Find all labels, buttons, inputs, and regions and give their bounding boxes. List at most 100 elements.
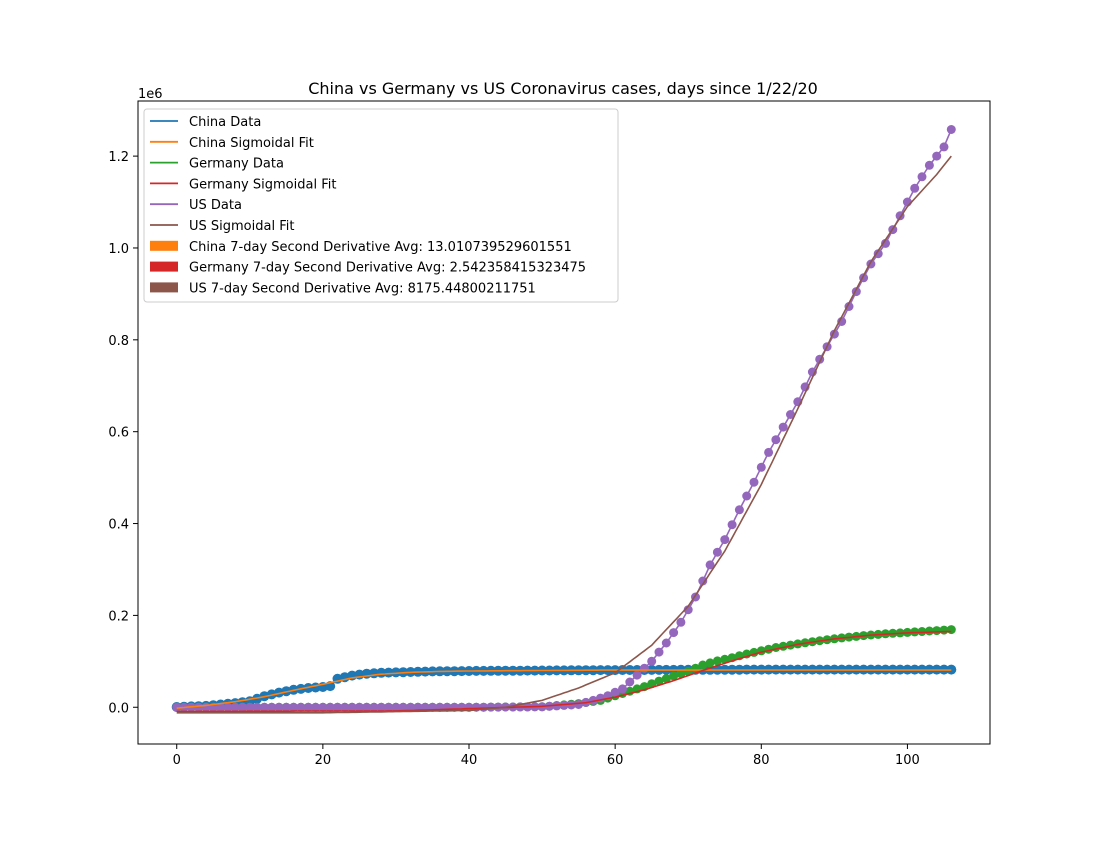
legend-label-us-sigmoidal-fit: US Sigmoidal Fit xyxy=(189,219,294,234)
us-data-point xyxy=(303,702,313,712)
legend-label-china-7-day-second-derivative-avg: China 7-day Second Derivative Avg: 13.01… xyxy=(189,240,572,255)
us-data-point xyxy=(910,183,920,193)
legend-label-germany-sigmoidal-fit: Germany Sigmoidal Fit xyxy=(189,177,336,192)
us-data-point xyxy=(902,197,912,207)
us-data-point xyxy=(647,656,657,666)
y-tick-label: 1.0 xyxy=(108,242,129,257)
legend-label-us-data: US Data xyxy=(189,198,242,213)
germany-data-point xyxy=(712,656,722,666)
chart-title: China vs Germany vs US Coronavirus cases… xyxy=(308,79,818,98)
x-tick-label: 40 xyxy=(461,753,478,768)
axes: 0 20 40 60 80 100 0.0 0.2 0.4 0.6 0.8 1.0 1.2 xyxy=(108,100,991,768)
germany-data-point xyxy=(654,676,664,686)
germany-data-point xyxy=(946,625,956,635)
us-data-point xyxy=(727,520,737,530)
us-data-point xyxy=(347,702,357,712)
us-data-point xyxy=(259,702,269,712)
us-data-point xyxy=(632,670,642,680)
germany-data-point xyxy=(698,660,708,670)
us-data-point xyxy=(230,702,240,712)
us-data-point xyxy=(216,702,226,712)
germany-sigmoidal-fit-line xyxy=(176,630,952,713)
us-data-point xyxy=(712,547,722,557)
legend-swatch-germany-7-day-second-derivative-avg xyxy=(150,261,178,272)
x-tick-label: 0 xyxy=(173,753,181,768)
y-tick-label: 0.4 xyxy=(108,518,129,533)
us-data-point xyxy=(917,172,927,182)
legend-label-germany-7-day-second-derivative-avg: Germany 7-day Second Derivative Avg: 2.5… xyxy=(189,261,586,276)
us-data-point xyxy=(625,677,635,687)
us-data-markers xyxy=(172,125,956,712)
plot-area xyxy=(171,125,957,714)
x-tick-label: 20 xyxy=(315,753,332,768)
us-data-point xyxy=(574,700,584,709)
us-data-point xyxy=(771,435,781,445)
y-tick-label: 1.2 xyxy=(108,150,129,165)
china-data-point xyxy=(390,667,401,678)
us-data-point xyxy=(705,560,715,570)
us-data-point xyxy=(734,505,744,515)
legend-label-china-sigmoidal-fit: China Sigmoidal Fit xyxy=(189,136,314,151)
us-data-point xyxy=(354,702,364,712)
us-data-point xyxy=(618,684,627,694)
germany-data-point xyxy=(705,658,715,668)
us-data-point xyxy=(238,702,247,712)
us-data-point xyxy=(742,491,752,501)
us-data-point xyxy=(676,617,686,627)
us-data-point xyxy=(267,702,277,712)
us-data-point xyxy=(669,628,679,638)
germany-data-point xyxy=(676,669,686,679)
us-data-point xyxy=(837,317,847,326)
us-data-point xyxy=(289,702,299,712)
us-data-point xyxy=(932,151,942,161)
china-data-point xyxy=(376,667,387,678)
us-data-point xyxy=(749,477,759,487)
y-tick-label: 0.8 xyxy=(108,334,129,349)
us-data-point xyxy=(778,422,788,432)
us-data-point xyxy=(924,160,934,170)
us-data-point xyxy=(654,647,664,657)
us-data-point xyxy=(939,142,949,152)
us-data-point xyxy=(873,249,883,259)
germany-data-point xyxy=(932,626,942,636)
us-data-point xyxy=(639,663,649,673)
us-data-point xyxy=(172,702,182,712)
us-data-point xyxy=(764,447,774,457)
us-data-point xyxy=(756,462,766,472)
us-data-point xyxy=(566,700,576,710)
germany-data-point xyxy=(683,666,693,676)
legend: China Data China Sigmoidal Fit Germany Dat… xyxy=(143,108,619,303)
us-data-point xyxy=(720,535,730,545)
x-tick-label: 80 xyxy=(753,753,770,768)
legend-swatch-us-7-day-second-derivative-avg xyxy=(150,282,178,293)
x-tick-label: 100 xyxy=(895,753,920,768)
us-data-point xyxy=(340,702,350,712)
us-data-point xyxy=(362,702,372,712)
us-data-point xyxy=(391,702,401,712)
germany-data-point xyxy=(917,627,927,636)
us-data-point xyxy=(252,702,262,712)
us-data-point xyxy=(281,702,291,712)
us-data-point xyxy=(296,702,306,712)
germany-data-point xyxy=(924,626,934,636)
us-data-point xyxy=(311,702,321,712)
us-data-point xyxy=(325,702,335,712)
us-data-point xyxy=(318,702,328,712)
legend-label-china-data: China Data xyxy=(189,115,261,130)
us-data-point xyxy=(376,702,386,712)
us-data-point xyxy=(610,687,620,697)
us-sigmoidal-fit-line xyxy=(176,155,952,714)
us-data-point xyxy=(946,125,956,134)
us-data-point xyxy=(223,702,233,712)
us-data-point xyxy=(881,238,890,248)
us-data-point xyxy=(274,702,284,712)
us-data-point xyxy=(333,702,342,712)
legend-label-germany-data: Germany Data xyxy=(189,157,284,172)
legend-swatch-china-7-day-second-derivative-avg xyxy=(150,240,178,251)
us-data-point xyxy=(588,695,598,705)
china-sigmoidal-fit-line xyxy=(176,669,952,709)
us-data-point xyxy=(369,702,379,712)
us-data-point xyxy=(698,576,708,586)
us-data-point xyxy=(683,605,693,615)
germany-data-point xyxy=(720,654,730,664)
